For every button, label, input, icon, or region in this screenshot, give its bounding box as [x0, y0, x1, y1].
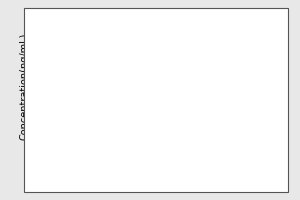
X-axis label: Optical Density: Optical Density	[130, 172, 206, 182]
Y-axis label: Concentration(ng/mL): Concentration(ng/mL)	[20, 32, 30, 140]
